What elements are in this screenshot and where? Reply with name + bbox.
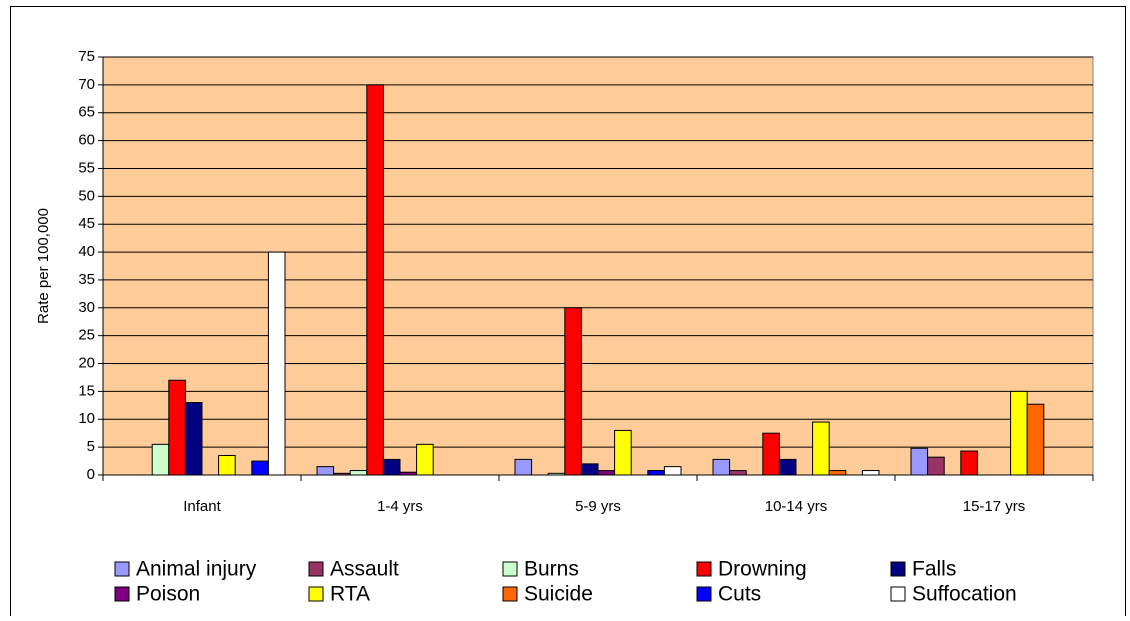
legend-swatch — [502, 586, 518, 602]
y-tick-label: 20 — [78, 355, 95, 372]
x-tick-label: 10-14 yrs — [765, 498, 828, 515]
x-tick-label: 5-9 yrs — [575, 498, 621, 515]
bar — [514, 458, 533, 476]
legend-label: Animal injury — [136, 558, 257, 581]
bar — [1026, 403, 1045, 476]
y-tick-label: 70 — [78, 76, 95, 93]
legend-swatch — [890, 561, 906, 577]
legend-label: Poison — [136, 583, 200, 606]
y-tick-label: 0 — [87, 466, 95, 483]
bar — [960, 450, 978, 476]
bar — [349, 470, 368, 476]
bar — [861, 470, 880, 476]
bar — [267, 251, 286, 476]
y-tick-label: 40 — [78, 243, 95, 260]
y-tick-label: 15 — [78, 382, 95, 399]
bar — [812, 421, 830, 476]
y-tick-label: 75 — [78, 48, 95, 65]
bar — [778, 458, 797, 476]
bar — [828, 470, 847, 476]
bar — [218, 454, 236, 476]
bar — [316, 466, 335, 476]
bar — [366, 84, 384, 476]
legend-label: Suffocation — [912, 583, 1017, 606]
y-tick-label: 55 — [78, 159, 95, 176]
bar — [597, 470, 616, 476]
x-tick-label: 15-17 yrs — [963, 498, 1026, 515]
bar — [333, 472, 351, 476]
bar — [416, 443, 434, 476]
bar — [184, 402, 203, 476]
y-tick-label: 5 — [87, 438, 95, 455]
y-tick-label: 50 — [78, 187, 95, 204]
bar — [712, 458, 731, 476]
legend-swatch — [308, 586, 324, 602]
y-tick-label: 60 — [78, 132, 95, 149]
bar — [910, 447, 929, 476]
x-tick-label: 1-4 yrs — [377, 498, 423, 515]
bar — [762, 432, 780, 476]
y-tick-label: 25 — [78, 327, 95, 344]
bar — [927, 456, 945, 476]
x-tick-label: Infant — [183, 498, 221, 515]
legend-label: Drowning — [718, 558, 807, 581]
legend-label: Burns — [524, 558, 579, 581]
legend-label: RTA — [330, 583, 370, 606]
bar — [1010, 390, 1028, 476]
legend-label: Suicide — [524, 583, 593, 606]
bar — [168, 379, 186, 476]
bar — [647, 470, 665, 476]
y-tick-label: 65 — [78, 104, 95, 121]
legend-swatch — [308, 561, 324, 577]
bar — [251, 460, 269, 476]
bar — [382, 458, 401, 476]
plot-area — [102, 56, 1094, 476]
y-axis-label: Rate per 100,000 — [35, 208, 52, 324]
bar — [663, 466, 682, 476]
bar — [729, 470, 747, 476]
y-tick-label: 30 — [78, 299, 95, 316]
bar — [580, 463, 599, 476]
bar — [151, 443, 170, 476]
y-tick-label: 10 — [78, 410, 95, 427]
bar — [399, 471, 418, 476]
legend-swatch — [696, 586, 712, 602]
legend-swatch — [890, 586, 906, 602]
legend-swatch — [114, 586, 130, 602]
y-tick-label: 45 — [78, 215, 95, 232]
legend-label: Assault — [330, 558, 399, 581]
legend-swatch — [502, 561, 518, 577]
bar — [564, 307, 582, 476]
legend-swatch — [696, 561, 712, 577]
legend-label: Cuts — [718, 583, 761, 606]
bar — [614, 429, 632, 476]
bar — [547, 472, 566, 476]
y-tick-label: 35 — [78, 271, 95, 288]
legend-label: Falls — [912, 558, 956, 581]
legend-swatch — [114, 561, 130, 577]
